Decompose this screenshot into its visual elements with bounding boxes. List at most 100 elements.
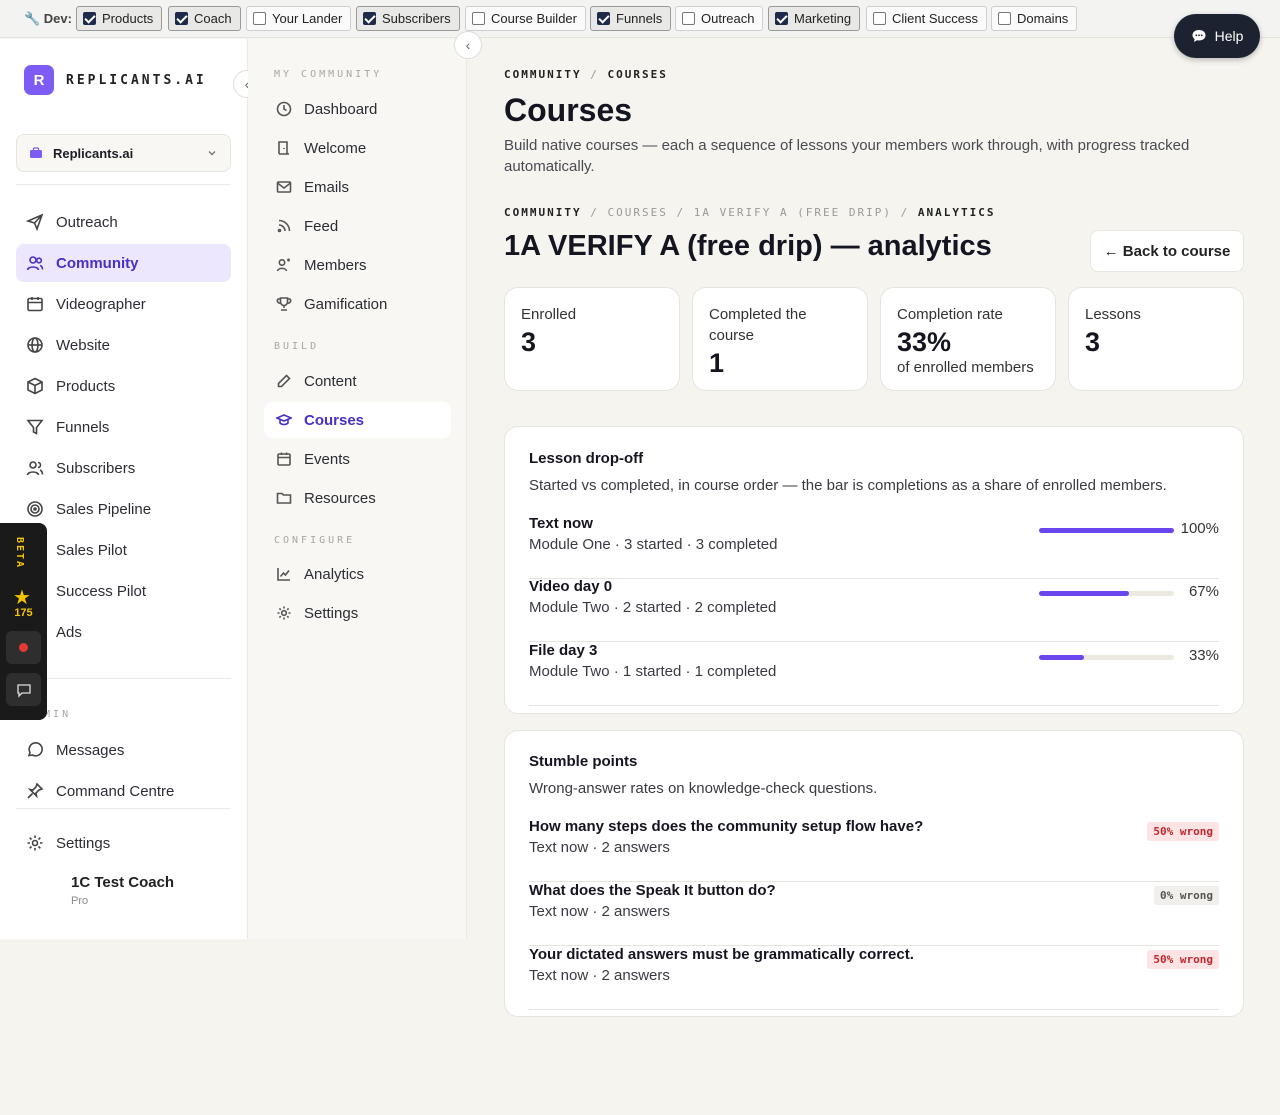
stat-label: Completed the course bbox=[709, 306, 807, 344]
breadcrumb-courses[interactable]: COURSES bbox=[607, 206, 668, 219]
feedback-button[interactable] bbox=[6, 673, 41, 706]
breadcrumb-community[interactable]: COMMUNITY bbox=[504, 68, 582, 81]
org-select[interactable]: Replicants.ai bbox=[16, 134, 231, 172]
nav-sales-pipeline[interactable]: Sales Pipeline bbox=[16, 490, 231, 528]
record-button[interactable] bbox=[6, 631, 41, 664]
checkbox-icon bbox=[775, 12, 788, 25]
nav-messages[interactable]: Messages bbox=[16, 731, 231, 769]
dev-flag-outreach[interactable]: Outreach bbox=[675, 6, 764, 31]
dev-flag-course-builder[interactable]: Course Builder bbox=[465, 6, 586, 31]
question-text: What does the Speak It button do? bbox=[529, 882, 776, 899]
stat-lessons: Lessons 3 bbox=[1068, 287, 1244, 391]
lesson-name: Text now bbox=[529, 515, 593, 532]
star-icon: ★ bbox=[13, 587, 31, 609]
primary-sidebar: R REPLICANTS.AI ‹ Replicants.ai Outreach… bbox=[0, 39, 261, 939]
nav-sales-pilot[interactable]: Sales Pilot bbox=[16, 531, 231, 569]
dev-flag-label: Marketing bbox=[794, 11, 852, 26]
divider bbox=[16, 808, 231, 809]
nav-label: Sales Pilot bbox=[56, 541, 127, 559]
door-icon bbox=[278, 141, 289, 155]
nav-products[interactable]: Products bbox=[16, 367, 231, 405]
chevron-left-icon: ‹ bbox=[465, 37, 471, 53]
breadcrumb-separator: / bbox=[590, 68, 599, 81]
stat-value: 33% bbox=[897, 327, 952, 357]
completion-bar bbox=[1039, 655, 1174, 660]
lesson-row: File day 3 Module Two · 1 started · 1 co… bbox=[529, 642, 1219, 706]
dev-flag-label: Domains bbox=[1017, 11, 1069, 26]
subnav-resources[interactable]: Resources bbox=[264, 480, 451, 516]
stat-label: Enrolled bbox=[521, 306, 577, 323]
subnav-analytics[interactable]: Analytics bbox=[264, 556, 451, 592]
stat-value: 3 bbox=[1085, 327, 1101, 357]
checkbox-icon bbox=[472, 12, 485, 25]
brand-logo[interactable]: R REPLICANTS.AI bbox=[24, 65, 207, 95]
dev-flag-label: Your Lander bbox=[272, 11, 343, 26]
breadcrumb-analytics: ANALYTICS bbox=[917, 206, 996, 219]
calendar-icon bbox=[277, 452, 291, 466]
nav-ads[interactable]: Ads bbox=[16, 613, 231, 651]
breadcrumb-community[interactable]: COMMUNITY bbox=[504, 206, 582, 219]
user-profile[interactable]: 1C Test Coach Pro bbox=[71, 874, 174, 907]
divider bbox=[16, 184, 231, 185]
checkbox-icon bbox=[873, 12, 886, 25]
lesson-meta: Module Two · 1 started · 1 completed bbox=[529, 663, 777, 680]
dev-flag-domains[interactable]: Domains bbox=[991, 6, 1078, 31]
checkbox-icon bbox=[998, 12, 1011, 25]
nav-command-centre[interactable]: Command Centre bbox=[16, 772, 231, 810]
subnav-courses[interactable]: Courses bbox=[264, 402, 451, 438]
subnav-label: Resources bbox=[304, 489, 376, 507]
stat-value: 1 bbox=[709, 348, 725, 378]
subnav-label: Members bbox=[304, 256, 367, 274]
subnav-label: Events bbox=[304, 450, 350, 468]
question-meta: Text now · 2 answers bbox=[529, 967, 670, 984]
dev-toolbar: 🔧 Dev: Products Coach Your Lander Subscr… bbox=[0, 0, 1280, 38]
subnav-events[interactable]: Events bbox=[264, 441, 451, 477]
target-icon bbox=[27, 501, 43, 517]
subnav-welcome[interactable]: Welcome bbox=[264, 130, 451, 166]
nav-subscribers[interactable]: Subscribers bbox=[16, 449, 231, 487]
subnav-feed[interactable]: Feed bbox=[264, 208, 451, 244]
dev-flag-client-success[interactable]: Client Success bbox=[866, 6, 987, 31]
dev-flag-marketing[interactable]: Marketing bbox=[768, 6, 861, 31]
completion-percent: 67% bbox=[1188, 583, 1219, 600]
card-title: Lesson drop-off bbox=[529, 450, 644, 467]
subnav-content[interactable]: Content bbox=[264, 363, 451, 399]
dev-flag-label: Products bbox=[102, 11, 154, 26]
back-to-course-button[interactable]: ← Back to course bbox=[1090, 230, 1244, 272]
subnav-emails[interactable]: Emails bbox=[264, 169, 451, 205]
nav-community[interactable]: Community bbox=[16, 244, 231, 282]
subnav-label: Emails bbox=[304, 178, 350, 196]
dev-flag-your-lander[interactable]: Your Lander bbox=[246, 6, 352, 31]
question-meta: Text now · 2 answers bbox=[529, 903, 670, 920]
subnav-members[interactable]: Members bbox=[264, 247, 451, 283]
dev-flag-coach[interactable]: Coach bbox=[168, 6, 241, 31]
dev-flag-products[interactable]: Products bbox=[76, 6, 163, 31]
lesson-meta: Module One · 3 started · 3 completed bbox=[529, 536, 778, 553]
subnav-label: Welcome bbox=[304, 139, 367, 157]
dev-flag-label: Client Success bbox=[892, 11, 978, 26]
stat-enrolled: Enrolled 3 bbox=[504, 287, 680, 391]
nav-funnels[interactable]: Funnels bbox=[16, 408, 231, 446]
nav-success-pilot[interactable]: Success Pilot bbox=[16, 572, 231, 610]
pin-icon bbox=[27, 782, 44, 799]
dev-flag-label: Coach bbox=[194, 11, 232, 26]
nav-label: Success Pilot bbox=[56, 582, 147, 600]
help-button[interactable]: Help bbox=[1174, 14, 1260, 58]
dev-flag-funnels[interactable]: Funnels bbox=[590, 6, 672, 31]
nav-outreach[interactable]: Outreach bbox=[16, 203, 231, 241]
nav-settings[interactable]: Settings bbox=[16, 824, 231, 862]
org-select-value: Replicants.ai bbox=[53, 145, 134, 161]
completion-percent: 33% bbox=[1188, 647, 1219, 664]
breadcrumb-courses: COURSES bbox=[607, 68, 668, 81]
line-chart-icon bbox=[277, 568, 290, 581]
nav-website[interactable]: Website bbox=[16, 326, 231, 364]
beta-widget: BETA ★ 175 bbox=[0, 523, 47, 720]
collapse-community-sidebar-button[interactable]: ‹ bbox=[454, 31, 482, 59]
subnav-dashboard[interactable]: Dashboard bbox=[264, 91, 451, 127]
subnav-gamification[interactable]: Gamification bbox=[264, 286, 451, 322]
user-name: 1C Test Coach bbox=[71, 874, 175, 891]
subnav-settings[interactable]: Settings bbox=[264, 595, 451, 631]
dev-flag-subscribers[interactable]: Subscribers bbox=[356, 6, 460, 31]
nav-videographer[interactable]: Videographer bbox=[16, 285, 231, 323]
breadcrumb-course[interactable]: 1A VERIFY A (FREE DRIP) bbox=[693, 206, 893, 219]
